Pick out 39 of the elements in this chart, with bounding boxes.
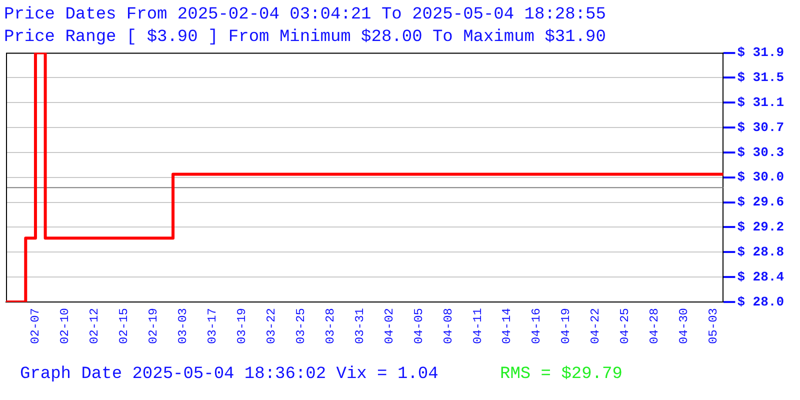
x-tick-label: 03-28 xyxy=(323,308,338,344)
text: RMS = $29.79 xyxy=(500,365,622,384)
x-tick-label: 03-19 xyxy=(234,308,249,344)
x-tick-label: 03-03 xyxy=(176,308,190,344)
x-tick-label: 04-16 xyxy=(530,308,544,344)
x-tick-label: 03-22 xyxy=(264,308,278,344)
y-tick-label: $ 28.0 xyxy=(737,294,784,310)
x-tick-label: 02-07 xyxy=(28,308,43,344)
x-tick-label: 02-12 xyxy=(88,308,102,344)
x-tick-label: 04-30 xyxy=(677,308,692,344)
chart-subtitle: Price Range [ $3.90 ] From Minimum $28.00 To Maximum $31.90 xyxy=(4,28,606,48)
x-tick-label: 04-19 xyxy=(559,308,574,344)
x-tick-label: 04-08 xyxy=(441,308,456,344)
y-tick-label: $ 31.1 xyxy=(737,94,784,110)
y-tick-label: $ 31.5 xyxy=(737,70,784,85)
x-tick-label: 02-10 xyxy=(58,308,72,344)
x-tick-label: 05-03 xyxy=(706,308,721,344)
y-tick-label: $ 29.6 xyxy=(737,194,784,210)
x-tick-label: 02-19 xyxy=(146,308,161,344)
x-tick-label: 04-28 xyxy=(648,308,662,344)
y-tick-label: $ 31.9 xyxy=(737,45,784,60)
text: Graph Date 2025-05-04 18:36:02 Vix = 1.04 xyxy=(20,365,438,384)
x-tick-label: 02-15 xyxy=(117,308,132,344)
x-tick-label: 04-22 xyxy=(588,308,603,344)
y-tick-label: $ 30.3 xyxy=(737,144,784,160)
y-tick-label: $ 30.0 xyxy=(737,170,784,185)
x-tick-label: 03-25 xyxy=(294,308,308,344)
y-tick-label: $ 30.7 xyxy=(737,120,784,135)
y-tick-label: $ 29.2 xyxy=(737,220,784,235)
x-tick-label: 03-31 xyxy=(352,308,367,344)
x-tick-label: 04-25 xyxy=(618,308,632,344)
x-tick-label: 03-17 xyxy=(205,308,220,344)
y-tick-label: $ 28.8 xyxy=(737,244,784,260)
y-tick-label: $ 28.4 xyxy=(737,269,784,284)
chart-title: Price Dates From 2025-02-04 03:04:21 To 2025-05-04 18:28:55 xyxy=(4,6,606,25)
x-tick-label: 04-11 xyxy=(470,308,485,344)
x-tick-label: 04-05 xyxy=(412,308,426,344)
x-tick-label: 04-14 xyxy=(500,308,514,344)
x-tick-label: 04-02 xyxy=(382,308,396,344)
